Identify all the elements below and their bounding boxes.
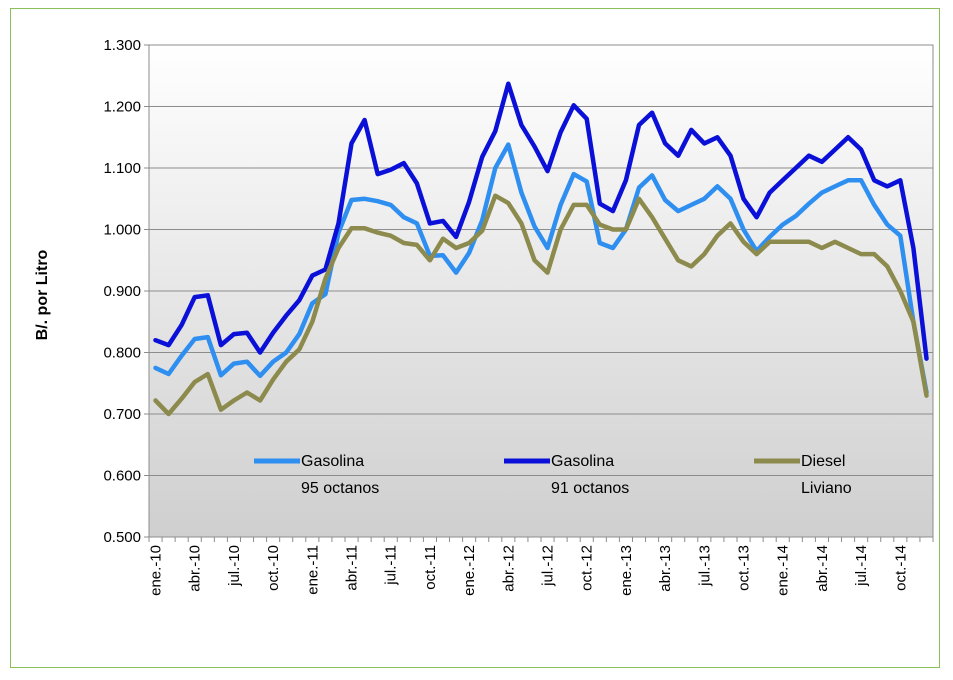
legend-label: 95 octanos <box>301 480 379 497</box>
x-tick-label: abr.-12 <box>500 545 517 592</box>
series-line-3 <box>153 193 929 417</box>
x-tick-label: ene.-11 <box>304 545 321 595</box>
y-tick-label: 0.900 <box>103 283 141 300</box>
legend-label: 91 octanos <box>551 480 629 497</box>
y-tick-label: 0.500 <box>103 529 141 546</box>
x-tick-label: ene.-13 <box>618 545 635 596</box>
x-axis-ticks: ene.-10 abr.-10 jul.-10 oct.-10 ene.-11 abr.-… <box>148 537 934 596</box>
x-tick-label: abr.-14 <box>814 545 831 592</box>
x-tick-label: oct.-13 <box>736 545 753 591</box>
chart-frame: 0.500 0.600 0.700 0.800 0.900 1.000 1.100 1.200… <box>10 8 940 668</box>
y-tick-label: 1.000 <box>103 222 141 239</box>
legend-label: Gasolina <box>551 453 614 470</box>
y-tick-label: 0.800 <box>103 345 141 362</box>
x-tick-label: jul.-13 <box>696 545 713 587</box>
y-tick-label: 0.600 <box>103 468 141 485</box>
y-tick-label: 1.200 <box>103 99 141 116</box>
x-tick-label: abr.-11 <box>344 545 361 591</box>
x-tick-label: oct.-10 <box>265 545 282 591</box>
x-tick-label: jul.-10 <box>226 545 243 587</box>
legend-label: Liviano <box>801 480 852 497</box>
x-tick-label: abr.-13 <box>657 545 674 592</box>
x-tick-label: jul.-14 <box>853 545 870 587</box>
series-line-1 <box>153 142 929 395</box>
legend: Gasolina 95 octanos Gasolina 91 octanos Dies… <box>254 453 852 497</box>
y-tick-label: 1.100 <box>103 160 141 177</box>
legend-label: Gasolina <box>301 453 364 470</box>
x-tick-label: oct.-14 <box>892 545 909 591</box>
x-tick-label: ene.-14 <box>775 545 792 596</box>
y-tick-label: 1.300 <box>103 37 141 54</box>
y-tick-label: 0.700 <box>103 406 141 423</box>
line-chart: 0.500 0.600 0.700 0.800 0.900 1.000 1.100 1.200… <box>34 37 934 596</box>
series-line-2 <box>153 81 929 361</box>
x-tick-label: ene.-12 <box>461 545 478 596</box>
y-axis-title: B/. por Litro <box>34 249 51 340</box>
x-tick-label: jul.-11 <box>383 545 400 586</box>
x-tick-label: jul.-12 <box>540 545 557 587</box>
legend-label: Diesel <box>801 453 845 470</box>
x-tick-label: oct.-12 <box>579 545 596 591</box>
series-lines <box>153 81 929 417</box>
x-tick-label: ene.-10 <box>148 545 165 596</box>
x-tick-label: oct.-11 <box>422 545 439 590</box>
y-axis-ticks: 0.500 0.600 0.700 0.800 0.900 1.000 1.100 1.200… <box>103 37 149 546</box>
x-tick-label: abr.-10 <box>187 545 204 592</box>
